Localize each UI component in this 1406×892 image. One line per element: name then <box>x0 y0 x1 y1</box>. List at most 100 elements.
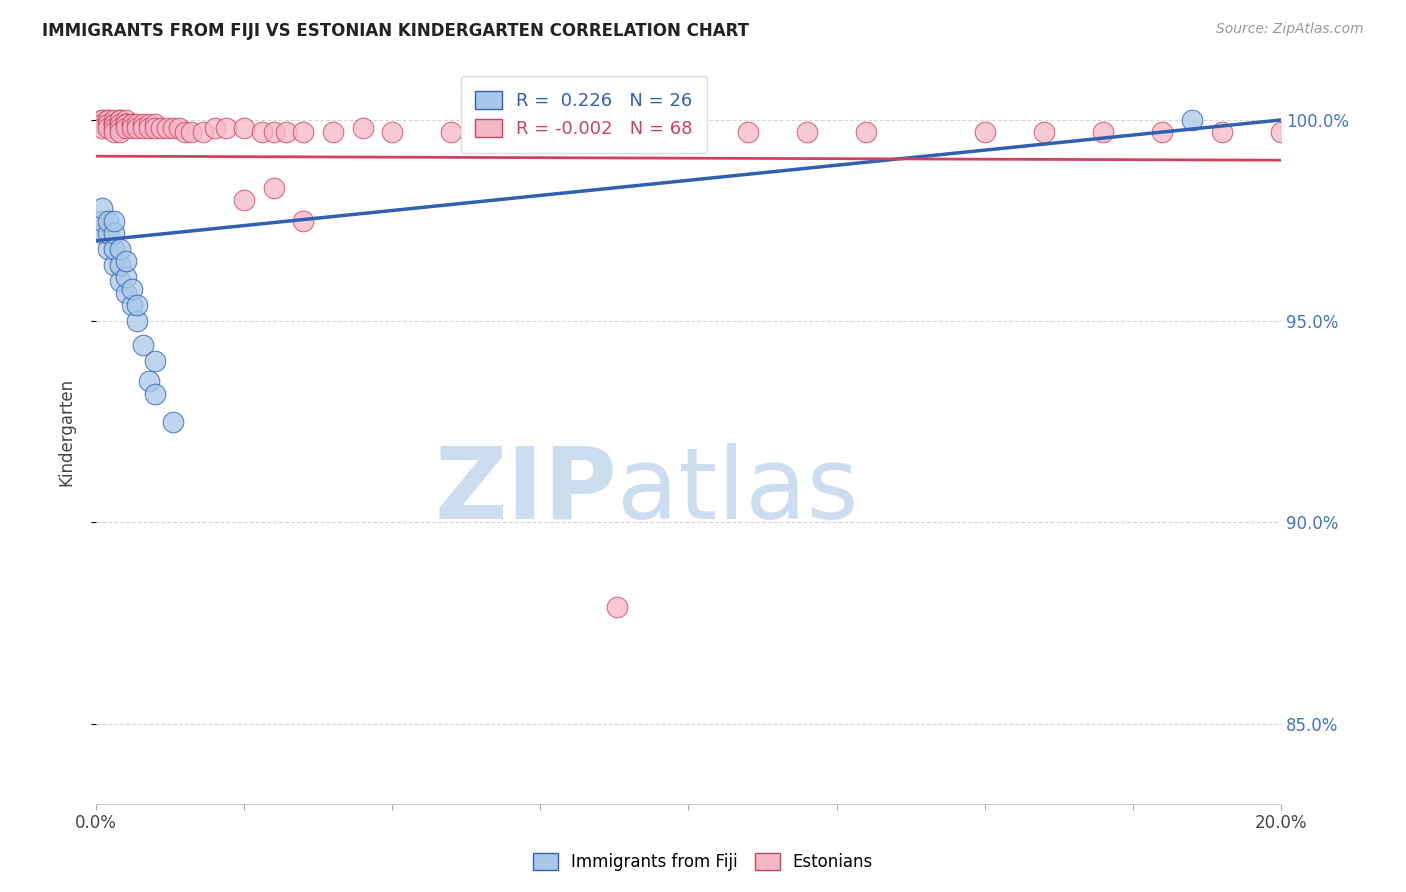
Point <box>121 298 143 312</box>
Point <box>91 121 114 136</box>
Point <box>108 274 131 288</box>
Point <box>127 314 149 328</box>
Point <box>91 226 114 240</box>
Point <box>108 125 131 139</box>
Point <box>606 599 628 614</box>
Text: atlas: atlas <box>617 442 859 540</box>
Point <box>91 117 114 131</box>
Point <box>121 121 143 136</box>
Point <box>103 117 125 131</box>
Point <box>1092 125 1115 139</box>
Text: IMMIGRANTS FROM FIJI VS ESTONIAN KINDERGARTEN CORRELATION CHART: IMMIGRANTS FROM FIJI VS ESTONIAN KINDERG… <box>42 22 749 40</box>
Point <box>103 117 125 131</box>
Point <box>204 121 226 136</box>
Point <box>103 258 125 272</box>
Point <box>97 242 120 256</box>
Point <box>91 213 114 227</box>
Point <box>855 125 877 139</box>
Point <box>162 415 184 429</box>
Point <box>103 125 125 139</box>
Point <box>132 338 155 352</box>
Point <box>167 121 190 136</box>
Point <box>1211 125 1233 139</box>
Point <box>191 125 214 139</box>
Point <box>114 117 136 131</box>
Point <box>91 112 114 127</box>
Point <box>180 125 202 139</box>
Point <box>233 194 256 208</box>
Point <box>143 354 166 368</box>
Point <box>678 125 700 139</box>
Point <box>292 213 315 227</box>
Point <box>114 285 136 300</box>
Point <box>381 125 404 139</box>
Point <box>97 112 120 127</box>
Point <box>274 125 297 139</box>
Point <box>1181 112 1204 127</box>
Point <box>138 117 160 131</box>
Point <box>973 125 995 139</box>
Point <box>103 226 125 240</box>
Point <box>121 117 143 131</box>
Point <box>114 121 136 136</box>
Point <box>97 112 120 127</box>
Point <box>108 117 131 131</box>
Point <box>215 121 238 136</box>
Point <box>143 386 166 401</box>
Point <box>114 253 136 268</box>
Y-axis label: Kindergarten: Kindergarten <box>58 377 75 486</box>
Point <box>143 117 166 131</box>
Point <box>250 125 273 139</box>
Point <box>103 121 125 136</box>
Point <box>97 226 120 240</box>
Point <box>322 125 344 139</box>
Point <box>114 112 136 127</box>
Point <box>97 213 120 227</box>
Point <box>127 121 149 136</box>
Point <box>150 121 173 136</box>
Point <box>91 202 114 216</box>
Point <box>103 213 125 227</box>
Point <box>233 121 256 136</box>
Point <box>127 117 149 131</box>
Point <box>103 242 125 256</box>
Legend: Immigrants from Fiji, Estonians: Immigrants from Fiji, Estonians <box>524 845 882 880</box>
Point <box>156 121 179 136</box>
Point <box>138 121 160 136</box>
Point <box>263 125 285 139</box>
Point <box>619 125 641 139</box>
Point <box>352 121 374 136</box>
Point <box>108 121 131 136</box>
Point <box>114 117 136 131</box>
Point <box>1152 125 1174 139</box>
Point <box>108 112 131 127</box>
Point <box>91 112 114 127</box>
Legend: R =  0.226   N = 26, R = -0.002   N = 68: R = 0.226 N = 26, R = -0.002 N = 68 <box>461 76 707 153</box>
Point <box>138 375 160 389</box>
Point <box>108 112 131 127</box>
Point <box>1033 125 1056 139</box>
Point <box>143 121 166 136</box>
Text: ZIP: ZIP <box>434 442 617 540</box>
Point <box>292 125 315 139</box>
Point <box>499 125 522 139</box>
Point <box>162 121 184 136</box>
Point <box>108 258 131 272</box>
Point <box>132 121 155 136</box>
Point <box>121 282 143 296</box>
Point <box>558 125 581 139</box>
Point <box>737 125 759 139</box>
Point <box>127 298 149 312</box>
Point <box>97 121 120 136</box>
Point <box>263 181 285 195</box>
Point <box>108 242 131 256</box>
Point <box>121 117 143 131</box>
Point <box>97 117 120 131</box>
Point <box>440 125 463 139</box>
Text: Source: ZipAtlas.com: Source: ZipAtlas.com <box>1216 22 1364 37</box>
Point <box>114 269 136 284</box>
Point <box>1270 125 1292 139</box>
Point <box>132 117 155 131</box>
Point <box>173 125 195 139</box>
Point <box>796 125 818 139</box>
